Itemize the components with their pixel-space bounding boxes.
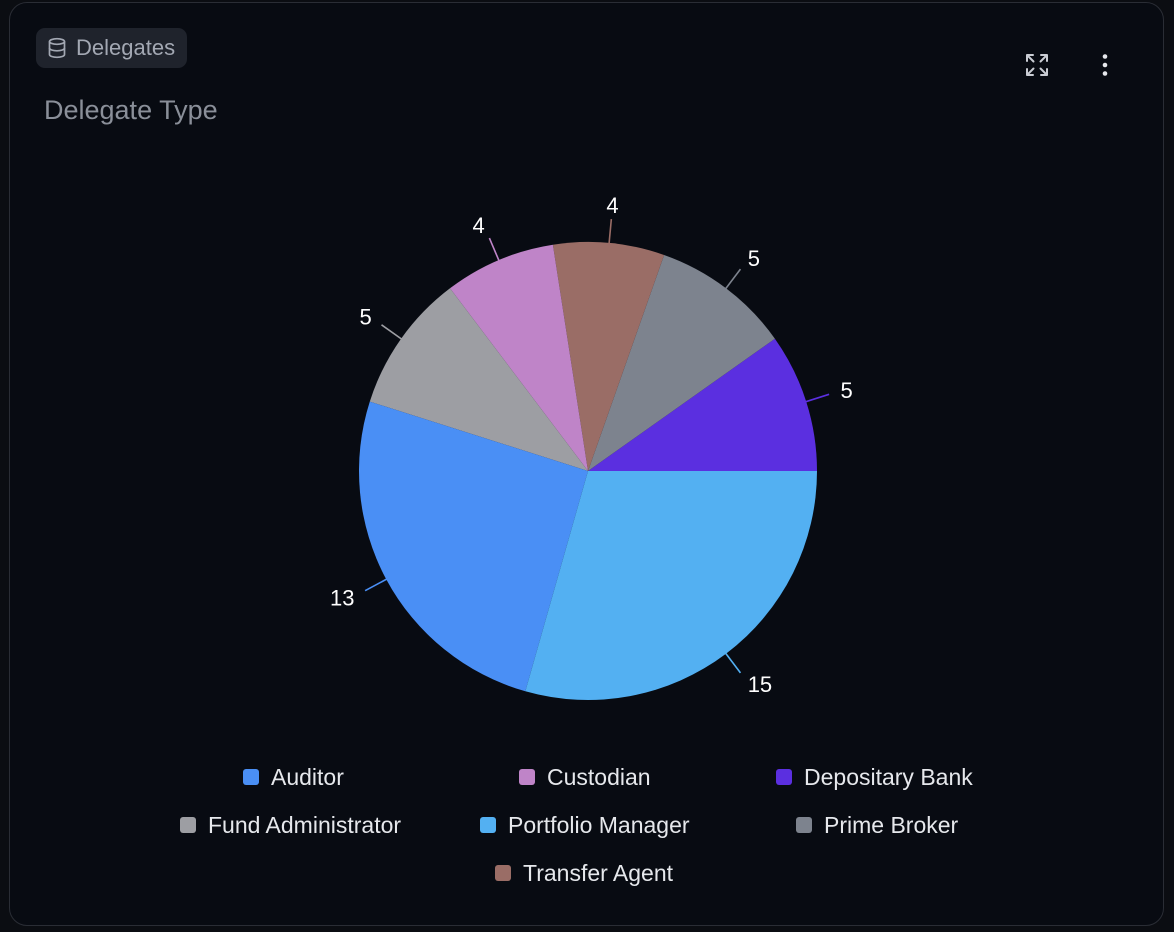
legend-swatch xyxy=(796,817,812,833)
legend-swatch xyxy=(495,865,511,881)
pie-leader-line-depositary-bank xyxy=(804,393,830,403)
pie-value-label-custodian: 4 xyxy=(472,213,484,238)
pie-slice-portfolio-manager[interactable] xyxy=(525,471,817,700)
legend-item-transfer-agent[interactable]: Transfer Agent xyxy=(495,859,673,887)
source-label: Delegates xyxy=(76,35,176,60)
pie-slice-depositary-bank[interactable] xyxy=(588,338,817,471)
legend-label: Custodian xyxy=(547,763,651,790)
pie-value-label-prime-broker: 5 xyxy=(748,246,760,271)
pie-leader-line-custodian xyxy=(488,237,501,263)
legend-item-prime-broker[interactable]: Prime Broker xyxy=(796,811,958,839)
legend-label: Portfolio Manager xyxy=(508,811,690,838)
pie-slice-prime-broker[interactable] xyxy=(588,255,775,471)
pie-value-label-auditor: 13 xyxy=(330,585,354,610)
legend-swatch xyxy=(519,769,535,785)
legend-swatch xyxy=(243,769,259,785)
pie-leader-line-auditor xyxy=(364,577,389,592)
pie-slice-transfer-agent[interactable] xyxy=(552,242,665,471)
legend-item-fund-administrator[interactable]: Fund Administrator xyxy=(180,811,401,839)
legend-label: Prime Broker xyxy=(824,811,959,838)
legend-item-custodian[interactable]: Custodian xyxy=(519,763,651,791)
database-icon xyxy=(46,37,68,59)
legend-label: Transfer Agent xyxy=(523,859,674,886)
expand-button[interactable] xyxy=(1019,47,1055,83)
legend-label: Fund Administrator xyxy=(208,811,402,838)
pie-slice-fund-administrator[interactable] xyxy=(369,288,588,471)
source-chip[interactable]: Delegates xyxy=(36,28,188,68)
pie-chart: 5 5 4 4 5 13 15 xyxy=(330,193,853,700)
legend-swatch xyxy=(480,817,496,833)
pie-value-label-portfolio-manager: 15 xyxy=(748,672,772,697)
pie-leader-line-prime-broker xyxy=(724,268,742,291)
pie-leader-line-fund-administrator xyxy=(381,324,404,341)
legend-item-portfolio-manager[interactable]: Portfolio Manager xyxy=(480,811,690,839)
legend-item-auditor[interactable]: Auditor xyxy=(243,763,344,791)
legend-item-depositary-bank[interactable]: Depositary Bank xyxy=(776,763,973,791)
more-menu-button[interactable] xyxy=(1087,47,1123,83)
more-vertical-icon xyxy=(1101,53,1109,77)
pie-slice-custodian[interactable] xyxy=(449,244,588,471)
pie-leader-line-transfer-agent xyxy=(608,219,613,246)
legend-label: Depositary Bank xyxy=(804,763,973,790)
chart-card: Delegates Delegate Type 5 5 4 4 5 13 15 Audito… xyxy=(9,2,1164,926)
expand-icon xyxy=(1024,52,1050,78)
legend-label: Auditor xyxy=(271,763,344,790)
pie-leader-line-portfolio-manager xyxy=(724,651,742,674)
pie-value-label-fund-administrator: 5 xyxy=(359,305,371,330)
chart-title: Delegate Type xyxy=(44,95,218,125)
pie-slice-auditor[interactable] xyxy=(358,401,588,692)
legend-swatch xyxy=(776,769,792,785)
legend-swatch xyxy=(180,817,196,833)
pie-value-label-depositary-bank: 5 xyxy=(841,378,853,403)
pie-value-label-transfer-agent: 4 xyxy=(606,193,618,218)
